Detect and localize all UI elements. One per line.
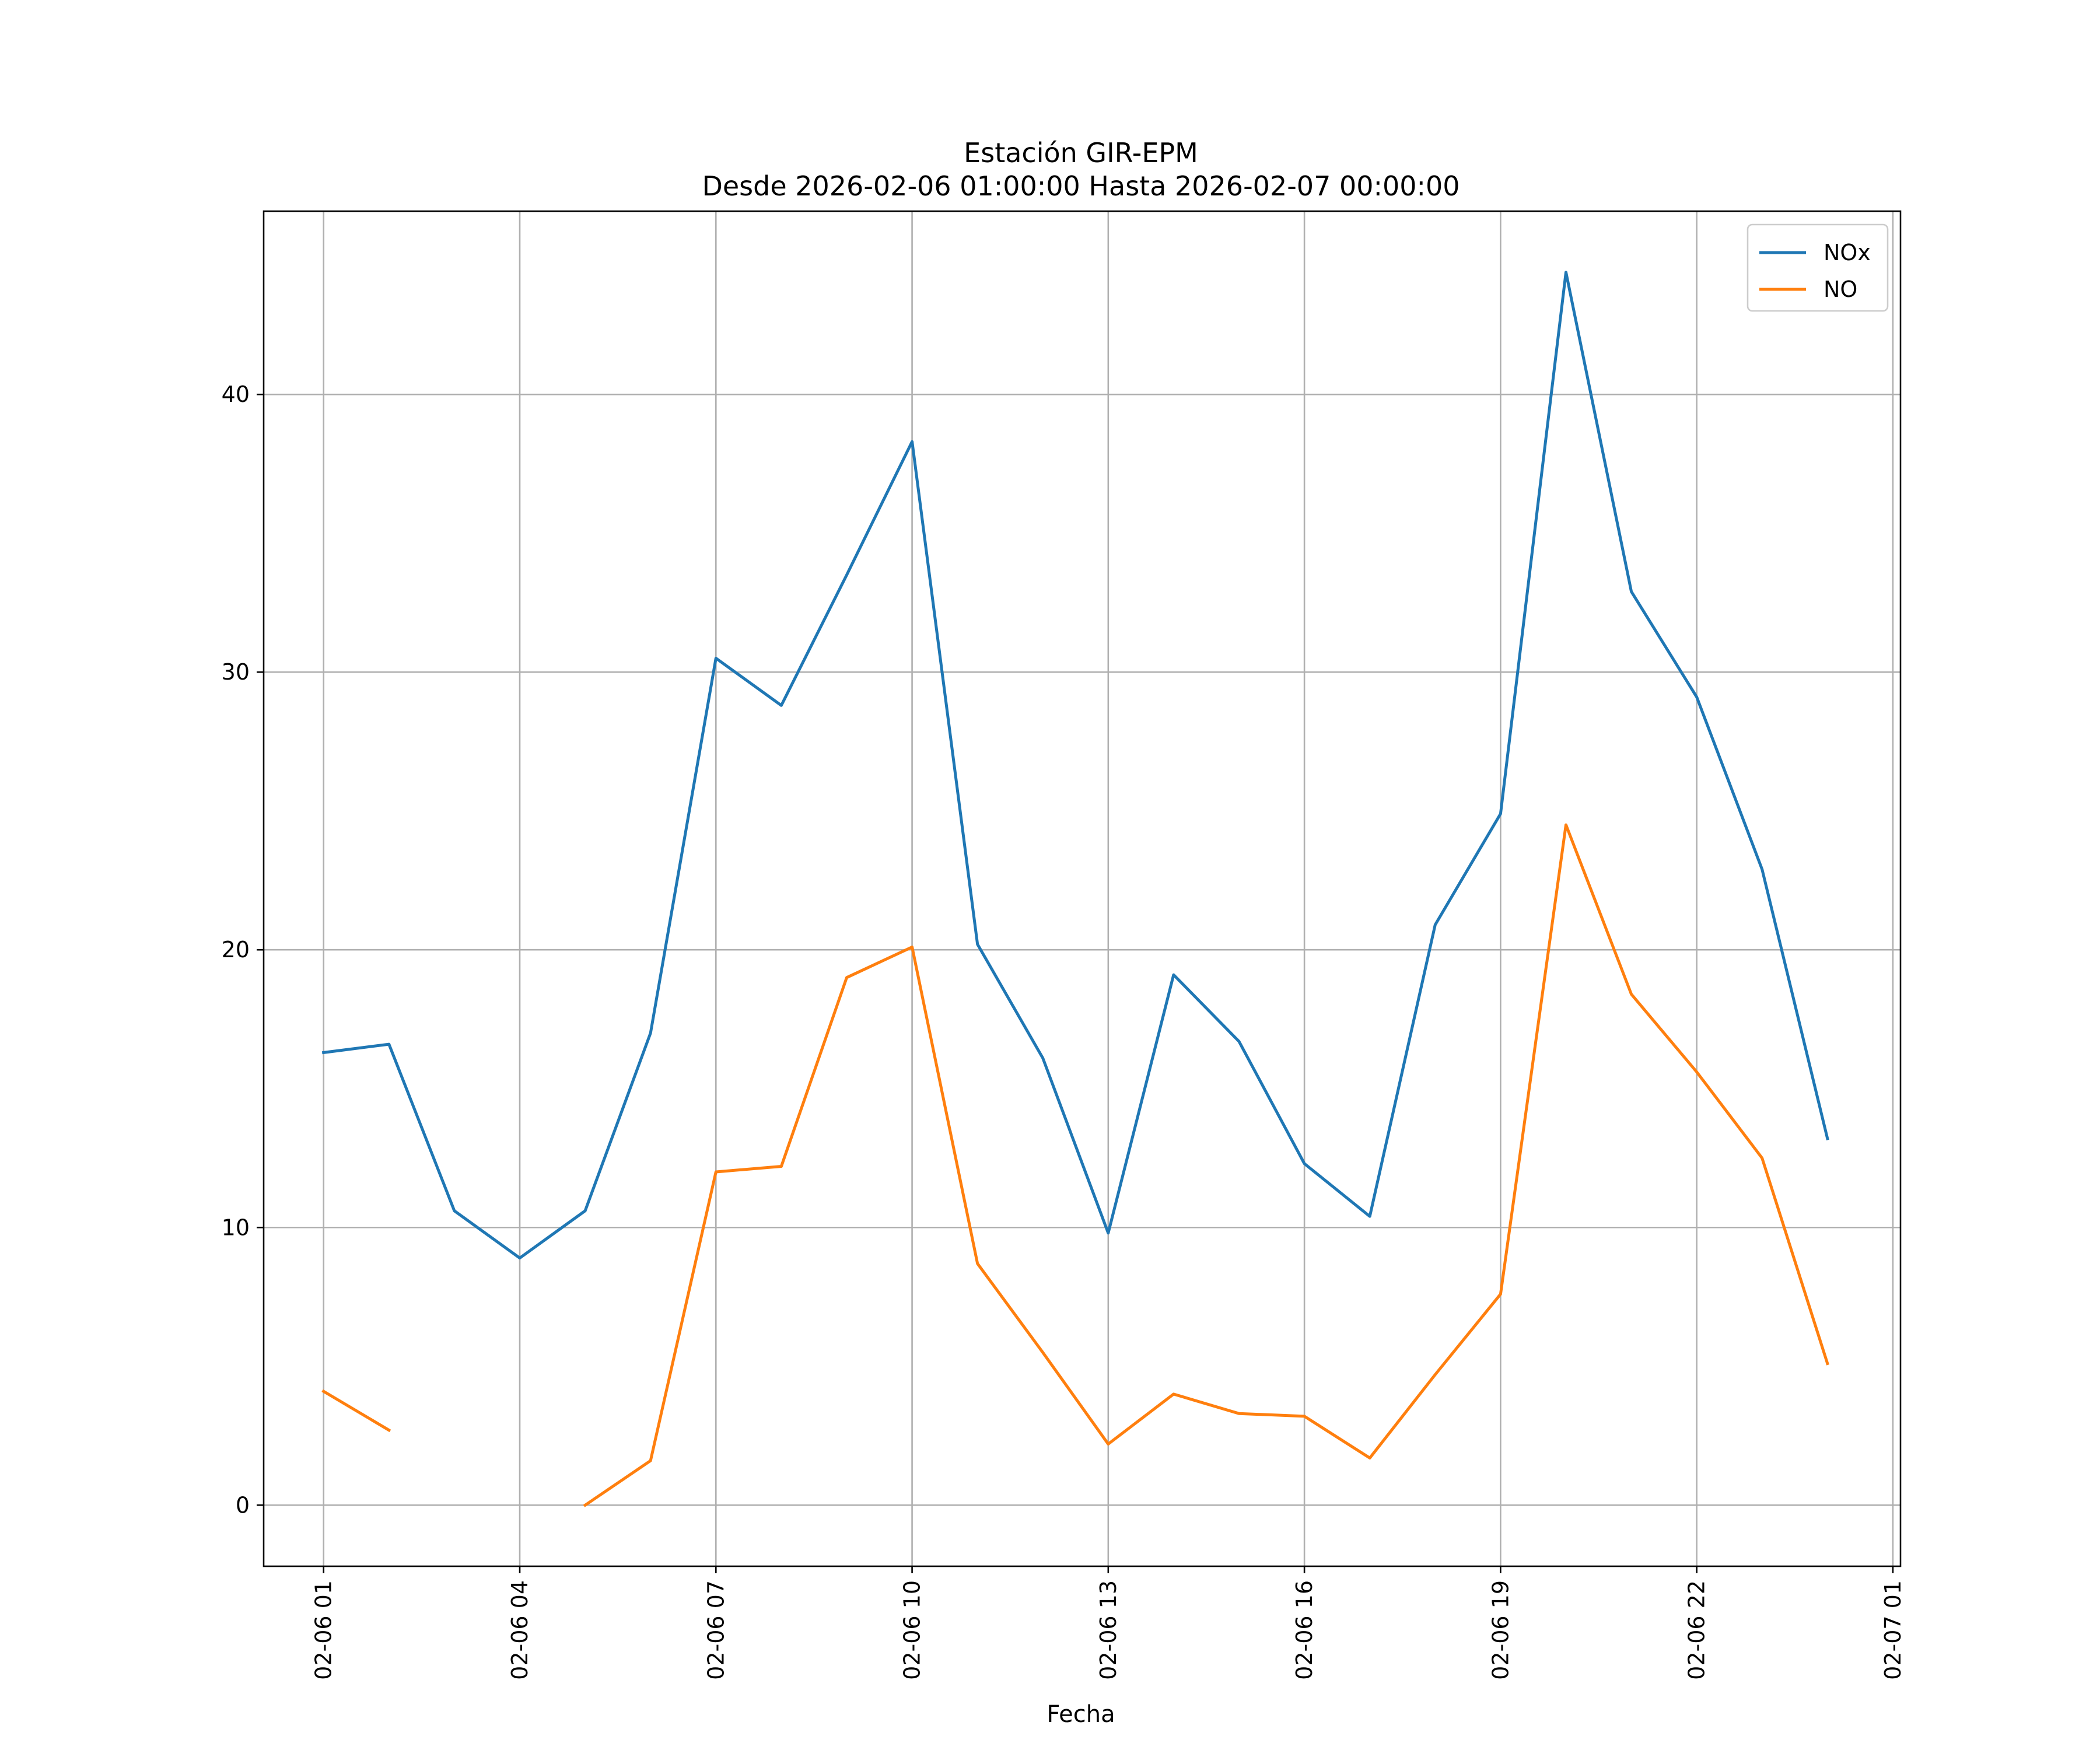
x-tick-label: 02-06 19 [1488, 1580, 1513, 1680]
x-tick-label: 02-06 16 [1292, 1580, 1317, 1680]
grid [264, 211, 1901, 1566]
series-line-nox [321, 271, 1829, 1260]
y-tick-label: 10 [222, 1214, 250, 1240]
legend-label-no: NO [1824, 276, 1857, 302]
legend-label-nox: NOx [1824, 240, 1871, 265]
x-axis-label: Fecha [1046, 1701, 1115, 1728]
y-axis: 0 10 20 30 40 [222, 382, 264, 1518]
x-tick-label: 02-06 13 [1096, 1580, 1121, 1680]
x-tick-label: 02-06 10 [900, 1580, 925, 1680]
x-tick-label: 02-07 01 [1880, 1580, 1906, 1680]
x-tick-label: 02-06 04 [507, 1580, 533, 1680]
x-tick-label: 02-06 22 [1684, 1580, 1710, 1680]
plot-area-frame [262, 210, 1902, 1567]
y-tick-label: 0 [236, 1492, 250, 1518]
x-tick-label: 02-06 01 [311, 1580, 337, 1680]
legend: NOx NO [1746, 223, 1889, 312]
x-tick-label: 02-06 07 [703, 1580, 729, 1680]
legend-box [1746, 223, 1889, 312]
plot-series [321, 271, 1829, 1507]
y-tick-label: 40 [222, 382, 250, 407]
x-axis: 02-06 01 02-06 04 02-06 07 02-06 10 02-06 13… [311, 1566, 1906, 1680]
chart-title: Estación GIR-EPM [964, 137, 1198, 169]
chart-subtitle: Desde 2026-02-06 01:00:00 Hasta 2026-02-… [702, 170, 1460, 202]
y-tick-label: 20 [222, 937, 250, 963]
series-line-no [321, 823, 1829, 1507]
y-tick-label: 30 [222, 659, 250, 685]
